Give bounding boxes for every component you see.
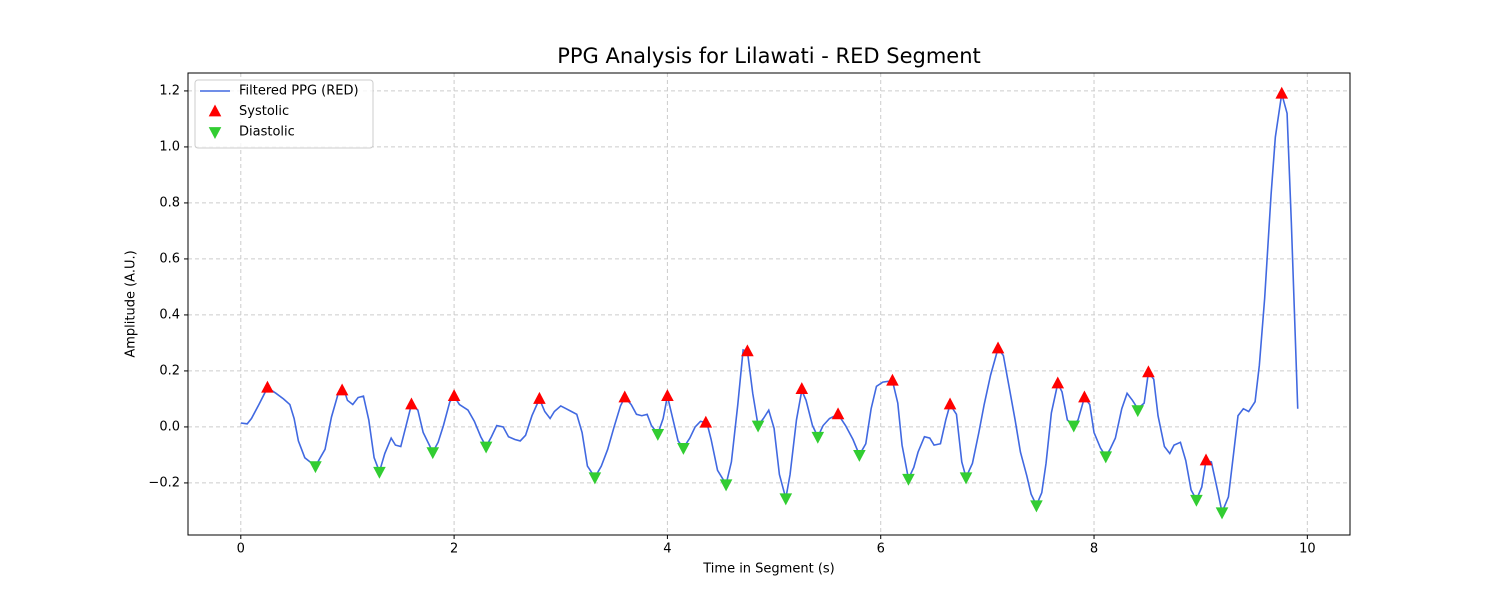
y-tick-label: 0.6 — [159, 251, 180, 266]
systolic-marker — [661, 389, 674, 402]
diastolic-marker — [1099, 451, 1113, 464]
diastolic-marker — [1190, 494, 1203, 507]
systolic-marker — [831, 407, 845, 420]
x-tick-label: 0 — [237, 542, 245, 557]
systolic-marker — [447, 389, 461, 402]
y-tick-label: 1.0 — [159, 139, 180, 154]
diastolic-marker — [811, 431, 825, 444]
legend-label: Diastolic — [239, 125, 295, 140]
diastolic-marker — [309, 461, 322, 474]
diastolic-marker — [1131, 405, 1145, 418]
systolic-marker — [795, 382, 809, 395]
diastolic-marker — [588, 472, 602, 485]
systolic-marker — [618, 390, 632, 403]
plot-frame — [187, 72, 1351, 536]
x-tick-label: 10 — [1299, 542, 1316, 557]
ppg-line — [240, 93, 1299, 516]
systolic-marker — [1275, 86, 1289, 99]
y-tick-label: 0.0 — [159, 419, 180, 434]
diastolic-marker — [651, 429, 665, 441]
diastolic-marker — [902, 473, 915, 486]
diastolic-marker — [853, 450, 866, 462]
diastolic-marker — [779, 493, 793, 506]
x-tick-label: 4 — [663, 542, 671, 557]
diastolic-marker — [1030, 500, 1043, 513]
y-tick-label: −0.2 — [148, 475, 180, 490]
legend-label: Systolic — [239, 104, 289, 119]
diastolic-marker — [677, 443, 690, 455]
diastolic-marker — [426, 447, 440, 460]
x-tick-label: 6 — [877, 542, 885, 557]
y-tick-label: 0.2 — [159, 363, 180, 378]
systolic-marker — [405, 397, 418, 410]
diastolic-marker — [751, 420, 765, 433]
systolic-marker — [533, 391, 546, 404]
y-tick-label: 0.4 — [159, 307, 180, 322]
systolic-marker — [1142, 365, 1155, 378]
x-tick-label: 8 — [1090, 542, 1098, 557]
legend-box — [194, 79, 374, 149]
systolic-marker — [943, 397, 957, 410]
diastolic-marker — [1067, 420, 1081, 433]
diastolic-marker — [959, 472, 973, 485]
x-tick-label: 2 — [450, 542, 458, 557]
diastolic-marker — [1215, 507, 1229, 520]
systolic-marker — [1078, 390, 1091, 403]
x-axis-label: Time in Segment (s) — [702, 562, 834, 577]
systolic-marker — [741, 344, 754, 357]
systolic-marker — [699, 415, 713, 428]
chart-title: PPG Analysis for Lilawati - RED Segment — [557, 44, 981, 68]
diastolic-marker — [719, 479, 733, 492]
systolic-marker — [1199, 453, 1213, 466]
systolic-marker — [261, 380, 274, 393]
diastolic-marker — [479, 441, 493, 454]
systolic-marker — [886, 373, 899, 386]
legend: Filtered PPG (RED) Systolic Diastolic — [194, 79, 374, 149]
systolic-marker — [991, 341, 1005, 354]
y-axis-label: Amplitude (A.U.) — [124, 250, 139, 357]
systolic-marker — [1051, 376, 1065, 389]
diastolic-marker — [373, 466, 386, 479]
legend-marker — [208, 127, 222, 139]
systolic-marker — [335, 383, 349, 396]
legend-label: Filtered PPG (RED) — [239, 84, 359, 99]
y-tick-label: 0.8 — [159, 195, 180, 210]
y-tick-label: 1.2 — [159, 83, 180, 98]
legend-marker — [208, 104, 222, 117]
